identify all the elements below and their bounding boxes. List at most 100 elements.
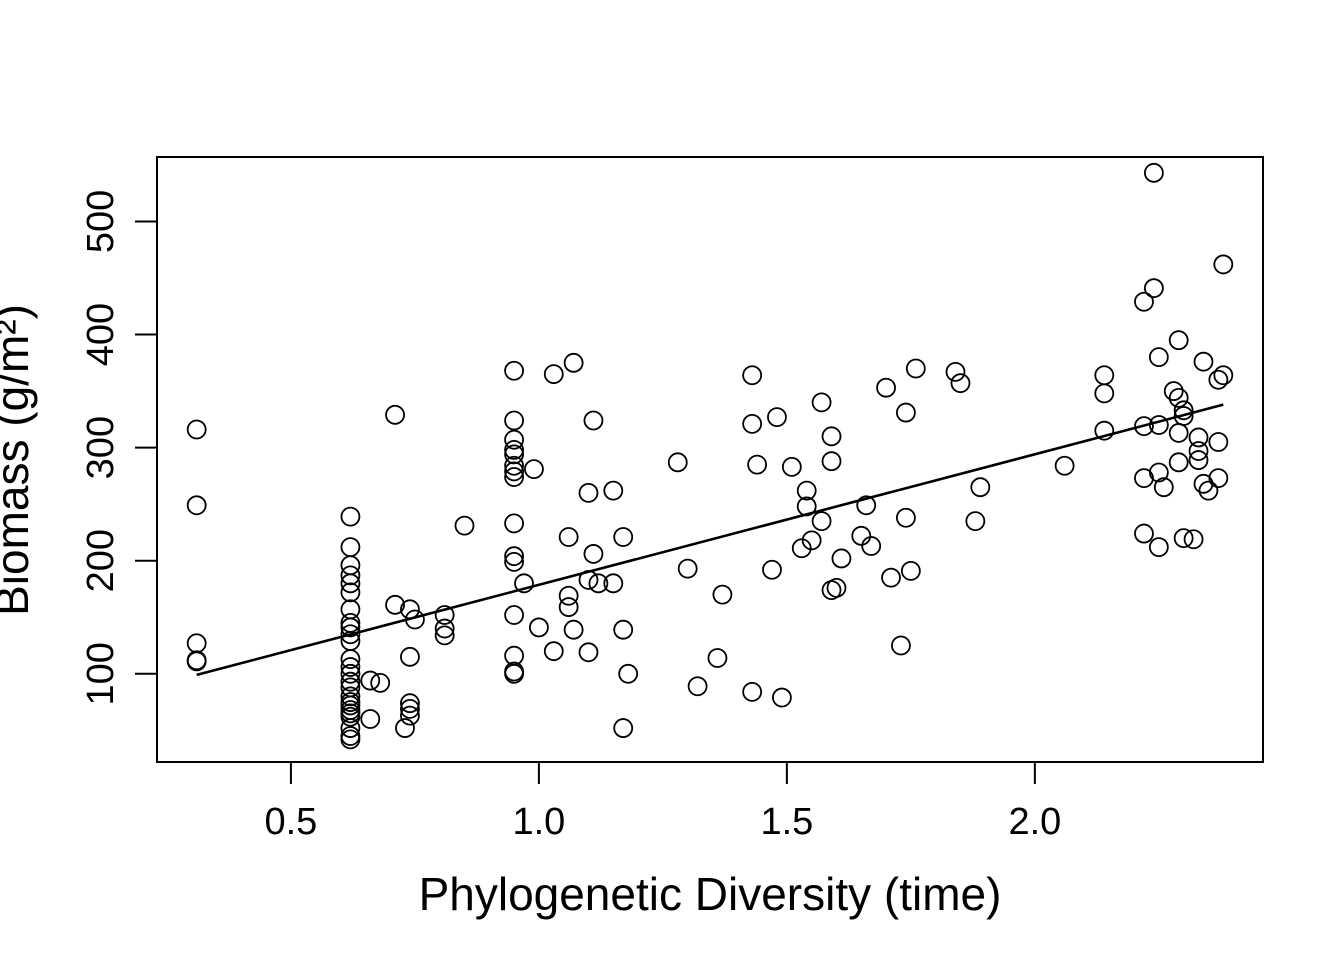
data-point <box>1208 468 1229 489</box>
data-point <box>667 452 688 473</box>
data-point <box>781 456 802 477</box>
data-point <box>811 511 832 532</box>
data-point <box>340 617 361 638</box>
y-tick-label: 100 <box>80 642 122 705</box>
data-point <box>772 687 792 708</box>
data-point <box>1134 291 1154 312</box>
data-point <box>1213 254 1234 275</box>
data-point <box>400 705 420 726</box>
data-point <box>1188 427 1209 448</box>
data-point <box>1198 480 1219 501</box>
data-point <box>1173 406 1194 426</box>
data-point <box>504 467 524 487</box>
data-point <box>881 567 901 588</box>
data-point <box>504 551 524 572</box>
data-point <box>618 663 639 684</box>
data-point <box>558 597 579 617</box>
data-point <box>504 663 524 684</box>
data-point <box>186 419 207 440</box>
data-point <box>1094 383 1115 404</box>
regression-line-group <box>196 403 1224 677</box>
data-point <box>563 352 584 373</box>
regression-line <box>196 403 1224 677</box>
data-point <box>1188 450 1209 470</box>
data-point <box>677 558 698 579</box>
data-point <box>558 585 579 606</box>
data-point <box>801 530 822 551</box>
data-point <box>340 649 361 669</box>
data-point <box>528 617 549 638</box>
data-point <box>767 407 787 427</box>
data-point <box>821 426 842 447</box>
data-points <box>186 162 1234 750</box>
data-point <box>876 377 896 398</box>
x-tick-label: 2.0 <box>1008 801 1061 843</box>
data-point <box>340 657 361 677</box>
data-point <box>1143 162 1164 183</box>
data-point <box>340 573 361 594</box>
data-point <box>1168 387 1189 408</box>
y-tick-label: 300 <box>80 416 122 479</box>
data-point <box>340 686 361 707</box>
data-point <box>1193 351 1214 372</box>
data-point <box>504 360 524 381</box>
data-point <box>970 477 991 498</box>
data-point <box>578 482 599 503</box>
data-point <box>826 577 847 598</box>
y-axis: 100 200 300 400 500 <box>80 190 158 705</box>
data-point <box>796 480 817 501</box>
x-tick-label: 1.5 <box>760 801 813 843</box>
data-point <box>1163 381 1184 401</box>
x-tick-label: 0.5 <box>264 801 317 843</box>
x-axis-title: Phylogenetic Diversity (time) <box>419 868 1002 920</box>
data-point <box>896 402 916 423</box>
data-point <box>340 671 361 692</box>
data-point <box>1173 400 1194 421</box>
data-point <box>965 511 986 532</box>
data-point <box>1168 330 1189 351</box>
data-point <box>742 413 763 434</box>
data-point <box>905 358 926 379</box>
y-tick-label: 500 <box>80 190 122 253</box>
x-axis: 0.5 1.0 1.5 2.0 <box>264 761 1061 843</box>
data-point <box>1094 365 1115 386</box>
data-point <box>588 573 609 594</box>
data-point <box>583 544 604 564</box>
data-point <box>340 555 361 576</box>
data-point <box>504 410 524 431</box>
data-point <box>340 582 361 603</box>
data-point <box>712 584 733 605</box>
data-point <box>504 455 524 476</box>
data-point <box>856 495 877 516</box>
data-point <box>340 624 361 645</box>
data-point <box>340 663 361 684</box>
data-point <box>434 618 455 639</box>
data-point <box>514 573 534 594</box>
data-point <box>400 693 420 714</box>
data-point <box>504 546 524 567</box>
data-point <box>945 361 966 382</box>
y-tick-label: 200 <box>80 529 122 592</box>
data-point <box>504 605 524 625</box>
data-point <box>400 646 420 667</box>
data-point <box>707 648 728 668</box>
data-point <box>385 594 405 615</box>
data-point <box>504 444 524 465</box>
data-point <box>687 676 708 697</box>
data-point <box>1094 420 1115 441</box>
data-point <box>340 537 361 558</box>
data-point <box>1148 347 1169 368</box>
data-point <box>1208 369 1229 390</box>
data-point <box>900 560 921 581</box>
y-tick-label: 400 <box>80 303 122 366</box>
data-point <box>504 429 524 450</box>
data-point <box>742 365 763 386</box>
data-point <box>747 454 768 475</box>
data-point <box>340 565 361 586</box>
data-point <box>821 451 842 472</box>
data-point <box>1134 416 1154 437</box>
data-point <box>186 651 207 672</box>
data-point <box>1168 452 1189 473</box>
data-point <box>543 364 564 385</box>
